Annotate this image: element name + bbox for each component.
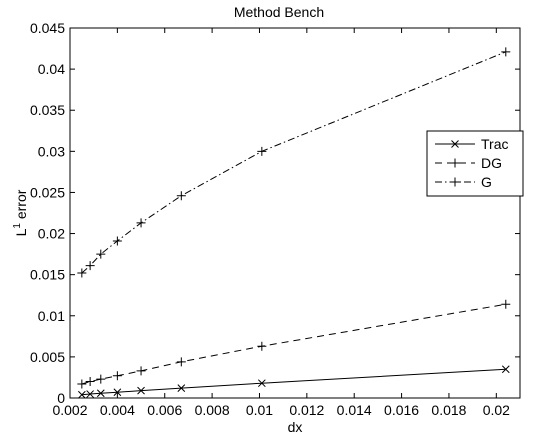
series-trac <box>77 365 510 399</box>
y-tick-label: 0.035 <box>30 102 65 118</box>
x-tick-label: 0.004 <box>100 402 135 418</box>
x-axis-title: dx <box>288 419 303 435</box>
data-point-dg <box>112 371 122 381</box>
data-point-g <box>136 218 146 228</box>
x-tick-label: 0.002 <box>52 402 87 418</box>
legend-label: Trac <box>481 136 508 152</box>
legend: Trac DG G <box>426 130 524 197</box>
series-layer <box>77 47 511 399</box>
data-point-trac <box>86 390 94 398</box>
data-point-trac <box>501 365 510 374</box>
data-point-g <box>112 236 122 246</box>
data-point-dg <box>176 357 186 367</box>
data-point-g <box>257 146 267 156</box>
series-dg <box>77 299 511 389</box>
x-tick-label: 0.018 <box>431 402 466 418</box>
x-tick-label: 0.016 <box>384 402 419 418</box>
data-point-g <box>85 261 95 271</box>
legend-item-g: G <box>435 174 492 190</box>
y-axis-title: L1 error <box>12 189 29 236</box>
y-tick-label: 0.005 <box>30 349 65 365</box>
y-axis-title-main: L <box>13 228 29 236</box>
legend-item-trac: Trac <box>435 136 508 152</box>
y-tick-label: 0.01 <box>38 308 65 324</box>
y-tick-label: 0.045 <box>30 20 65 36</box>
series-line-dg <box>81 303 506 385</box>
y-tick-label: 0.04 <box>38 61 65 77</box>
axis-ticks: 0.002 0.004 0.006 0.008 0.01 0.012 0.014 0.016 0… <box>30 20 520 418</box>
data-point-trac <box>257 379 266 388</box>
data-point-g <box>77 268 87 278</box>
legend-swatch-marker <box>450 158 460 168</box>
data-point-trac <box>96 389 105 398</box>
data-point-dg <box>136 366 146 376</box>
data-point-trac <box>177 384 186 392</box>
y-axis-title-rest: error <box>13 189 29 223</box>
legend-item-dg: DG <box>435 155 502 171</box>
legend-label: G <box>481 174 492 190</box>
legend-label: DG <box>481 155 502 171</box>
x-tick-label: 0.02 <box>483 402 510 418</box>
y-tick-label: 0.03 <box>38 143 65 159</box>
x-tick-label: 0.012 <box>289 402 324 418</box>
x-tick-label: 0.008 <box>195 402 230 418</box>
plot-area <box>69 27 521 399</box>
data-point-trac <box>113 388 122 397</box>
x-tick-label: 0.014 <box>337 402 372 418</box>
data-point-dg <box>85 377 95 387</box>
y-axis-title-sup: 1 <box>12 223 23 229</box>
data-point-g <box>96 249 106 259</box>
data-point-trac <box>137 386 145 395</box>
x-tick-label: 0.006 <box>147 402 182 418</box>
data-point-g <box>176 191 186 201</box>
series-line-g <box>81 51 506 274</box>
data-point-dg <box>257 341 267 351</box>
y-tick-label: 0 <box>57 390 65 406</box>
y-tick-label: 0.02 <box>38 226 65 242</box>
data-point-dg <box>501 299 511 309</box>
legend-swatch-marker <box>451 140 459 148</box>
x-tick-label: 0.01 <box>246 402 273 418</box>
data-point-dg <box>77 379 87 389</box>
data-point-g <box>501 47 511 57</box>
series-line-trac <box>81 368 506 396</box>
legend-swatch-marker <box>450 177 460 187</box>
chart-title: Method Bench <box>234 4 324 20</box>
y-tick-label: 0.025 <box>30 184 65 200</box>
y-tick-label: 0.015 <box>30 267 65 283</box>
data-point-trac <box>77 390 86 399</box>
series-g <box>77 47 511 278</box>
data-point-dg <box>96 374 106 384</box>
